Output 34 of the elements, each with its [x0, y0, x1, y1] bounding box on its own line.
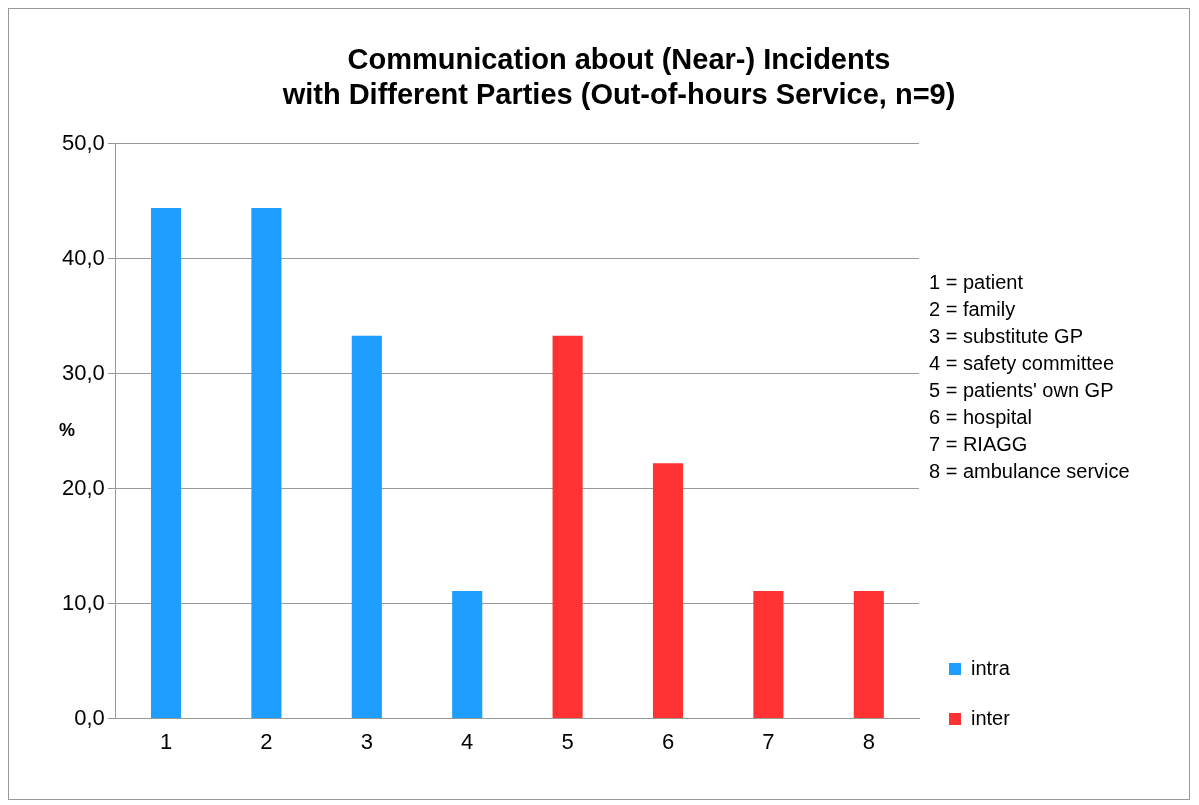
y-tick-label: 0,0 — [74, 704, 105, 730]
x-tick-label: 4 — [461, 728, 474, 754]
bar — [552, 335, 583, 719]
legend-label: inter — [971, 706, 1011, 729]
y-tick-label: 40,0 — [61, 244, 105, 270]
x-tick-label: 2 — [260, 728, 273, 754]
text: 7 = RIAGG — [929, 433, 1028, 456]
legend-label: intra — [971, 656, 1011, 679]
y-tick-label: 20,0 — [61, 474, 105, 500]
x-tick-label: 7 — [762, 728, 775, 754]
bar — [652, 463, 684, 719]
text: 6 = hospital — [929, 406, 1032, 429]
y-tick-label: 50,0 — [61, 129, 105, 155]
x-tick-label: 3 — [360, 728, 373, 754]
x-tick-label: 1 — [159, 728, 173, 754]
bar — [753, 590, 784, 719]
bar — [351, 335, 382, 719]
x-tick-label: 5 — [561, 728, 574, 754]
text: 8 = ambulance service — [929, 460, 1130, 483]
text: 3 = substitute GP — [929, 325, 1083, 348]
bar — [853, 590, 884, 719]
chart-title: Communication about (Near-) Incidents with Different Parties (Out-of-hours Service, n=9) — [281, 43, 956, 111]
x-tick-label: 6 — [661, 728, 675, 754]
bar — [452, 590, 483, 719]
text: 5 = patients' own GP — [929, 379, 1114, 402]
text: 2 = family — [929, 298, 1016, 321]
y-tick-label: 30,0 — [61, 359, 105, 385]
bar — [251, 208, 282, 719]
text: 4 = safety committee — [929, 352, 1115, 375]
text: 1 = patient — [929, 271, 1024, 294]
bar — [150, 208, 182, 719]
x-tick-label: 8 — [862, 728, 875, 754]
y-tick-label: 10,0 — [61, 589, 105, 615]
y-axis-title: % — [58, 420, 76, 441]
